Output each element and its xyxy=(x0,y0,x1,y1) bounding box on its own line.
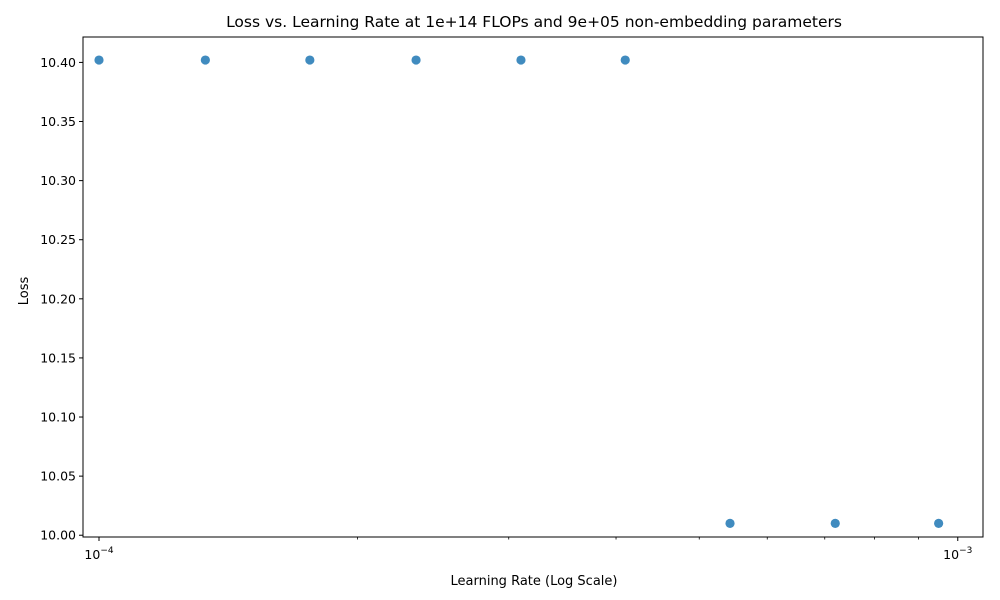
x-axis-label: Learning Rate (Log Scale) xyxy=(451,574,618,589)
y-tick-label: 10.25 xyxy=(40,232,76,247)
y-tick-label: 10.00 xyxy=(40,528,76,543)
y-tick-label: 10.30 xyxy=(40,173,76,188)
data-point xyxy=(411,55,421,65)
y-tick-label: 10.10 xyxy=(40,410,76,425)
data-point xyxy=(200,55,210,65)
axes-frame xyxy=(82,36,984,538)
data-point xyxy=(934,518,944,529)
x-tick-label: 10−3 xyxy=(943,546,972,562)
data-point xyxy=(725,518,735,529)
x-tick-label: 10−4 xyxy=(84,546,113,562)
data-point xyxy=(516,55,526,65)
y-tick-label: 10.15 xyxy=(40,350,76,365)
chart-title: Loss vs. Learning Rate at 1e+14 FLOPs an… xyxy=(226,13,842,31)
data-point xyxy=(830,518,840,529)
plot-area: 10.00 10.05 10.10 10.15 10.20 10.25 10.30 10.35… xyxy=(40,36,984,562)
y-axis-label: Loss xyxy=(17,277,32,306)
data-point xyxy=(620,55,630,65)
y-tick-label: 10.40 xyxy=(40,55,76,70)
y-tick-label: 10.20 xyxy=(40,291,76,306)
data-point xyxy=(94,55,104,65)
data-point xyxy=(305,55,315,65)
y-tick-label: 10.05 xyxy=(40,469,76,484)
y-tick-label: 10.35 xyxy=(40,114,76,129)
